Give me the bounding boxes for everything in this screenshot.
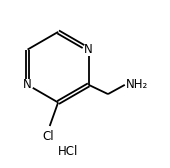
Text: HCl: HCl xyxy=(58,145,78,158)
Text: Cl: Cl xyxy=(42,130,54,143)
Text: NH₂: NH₂ xyxy=(126,78,148,91)
Text: N: N xyxy=(23,78,32,91)
Text: N: N xyxy=(84,43,93,56)
